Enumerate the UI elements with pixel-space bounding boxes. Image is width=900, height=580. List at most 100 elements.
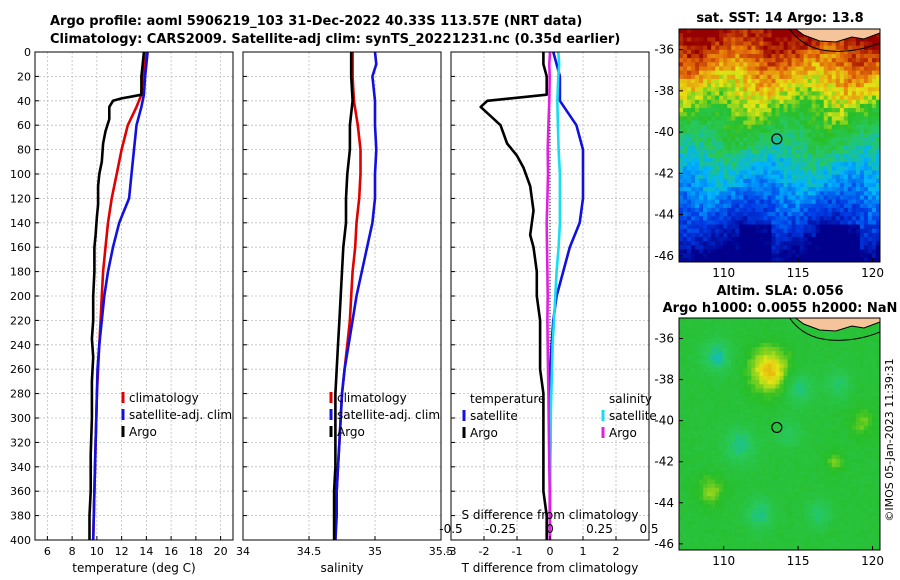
map-cell bbox=[855, 371, 861, 377]
map-cell bbox=[679, 392, 684, 398]
map-cell bbox=[867, 417, 873, 423]
map-cell bbox=[843, 417, 849, 423]
map-cell bbox=[795, 249, 801, 255]
map-cell bbox=[719, 355, 724, 361]
map-cell bbox=[783, 417, 789, 423]
map-cell bbox=[843, 53, 849, 59]
map-cell bbox=[779, 467, 785, 472]
map-cell bbox=[747, 74, 752, 80]
map-cell bbox=[723, 137, 728, 142]
map-cell bbox=[719, 371, 724, 377]
map-cell bbox=[699, 58, 704, 63]
map-cell bbox=[779, 70, 785, 76]
map-cell bbox=[867, 371, 873, 377]
map-cell bbox=[751, 133, 756, 138]
map-cell bbox=[791, 434, 797, 439]
map-cell bbox=[815, 334, 821, 340]
map-cell bbox=[787, 342, 793, 348]
map-cell bbox=[811, 355, 817, 361]
map-cell bbox=[679, 207, 684, 213]
map-cell bbox=[867, 166, 873, 172]
map-cell bbox=[815, 483, 821, 489]
map-cell bbox=[787, 170, 793, 176]
map-cell bbox=[851, 191, 857, 197]
map-cell bbox=[747, 224, 752, 230]
map-cell bbox=[763, 492, 769, 497]
map-cell bbox=[699, 475, 704, 481]
map-cell bbox=[803, 216, 809, 221]
map-cell bbox=[683, 74, 688, 80]
map-cell bbox=[783, 342, 789, 348]
map-cell bbox=[783, 434, 789, 439]
map-cell bbox=[731, 182, 736, 188]
map-cell bbox=[723, 496, 728, 501]
map-cell bbox=[751, 463, 756, 468]
map-cell bbox=[719, 62, 724, 68]
map-cell bbox=[691, 62, 696, 68]
map-cell bbox=[867, 133, 873, 138]
map-cell bbox=[783, 338, 789, 344]
map-cell bbox=[823, 103, 829, 109]
map-cell bbox=[731, 116, 736, 122]
map-cell bbox=[827, 182, 833, 188]
map-cell bbox=[743, 371, 748, 377]
map-cell bbox=[767, 384, 773, 390]
map-cell bbox=[779, 434, 785, 439]
map-cell bbox=[687, 83, 692, 88]
map-cell bbox=[727, 162, 732, 167]
map-cell bbox=[719, 400, 724, 406]
map-cell bbox=[775, 471, 781, 477]
map-cell bbox=[823, 191, 829, 197]
map-cell bbox=[779, 492, 785, 497]
map-cell bbox=[719, 334, 724, 340]
map-cell bbox=[811, 446, 817, 452]
map-cell bbox=[875, 112, 880, 117]
map-cell bbox=[863, 367, 869, 373]
map-cell bbox=[751, 318, 756, 323]
map-cell bbox=[759, 220, 765, 226]
map-cell bbox=[739, 108, 744, 113]
map-cell bbox=[835, 116, 841, 122]
map-cell bbox=[731, 417, 736, 423]
map-cell bbox=[783, 137, 789, 142]
map-cell bbox=[839, 220, 845, 226]
map-cell bbox=[815, 108, 821, 113]
map-cell bbox=[767, 58, 773, 63]
map-cell bbox=[843, 380, 849, 385]
map-cell bbox=[859, 400, 865, 406]
map-cell bbox=[847, 45, 853, 51]
map-cell bbox=[767, 153, 773, 159]
map-cell bbox=[787, 145, 793, 151]
map-cell bbox=[703, 338, 708, 344]
map-cell bbox=[783, 203, 789, 209]
map-cell bbox=[751, 442, 756, 448]
map-cell bbox=[759, 53, 765, 59]
map-cell bbox=[751, 66, 756, 72]
map-cell bbox=[771, 417, 777, 423]
map-cell bbox=[855, 216, 861, 221]
map-cell bbox=[695, 78, 700, 84]
map-cell bbox=[739, 347, 744, 352]
map-cell bbox=[795, 70, 801, 76]
map-cell bbox=[799, 108, 805, 113]
map-cell bbox=[771, 241, 777, 246]
map-cell bbox=[847, 62, 853, 68]
map-cell bbox=[839, 153, 845, 159]
map-cell bbox=[787, 74, 793, 80]
map-cell bbox=[827, 91, 833, 97]
map-cell bbox=[839, 187, 845, 192]
map-cell bbox=[775, 396, 781, 402]
map-cell bbox=[871, 141, 877, 147]
map-cell bbox=[751, 124, 756, 130]
map-cell bbox=[731, 228, 736, 234]
map-cell bbox=[807, 66, 813, 72]
map-cell bbox=[875, 458, 880, 464]
map-cell bbox=[815, 355, 821, 361]
map-cell bbox=[783, 450, 789, 456]
map-cell bbox=[811, 62, 817, 68]
map-cell bbox=[779, 446, 785, 452]
map-cell bbox=[863, 471, 869, 477]
map-cell bbox=[719, 245, 724, 251]
map-cell bbox=[803, 342, 809, 348]
map-cell bbox=[871, 70, 877, 76]
